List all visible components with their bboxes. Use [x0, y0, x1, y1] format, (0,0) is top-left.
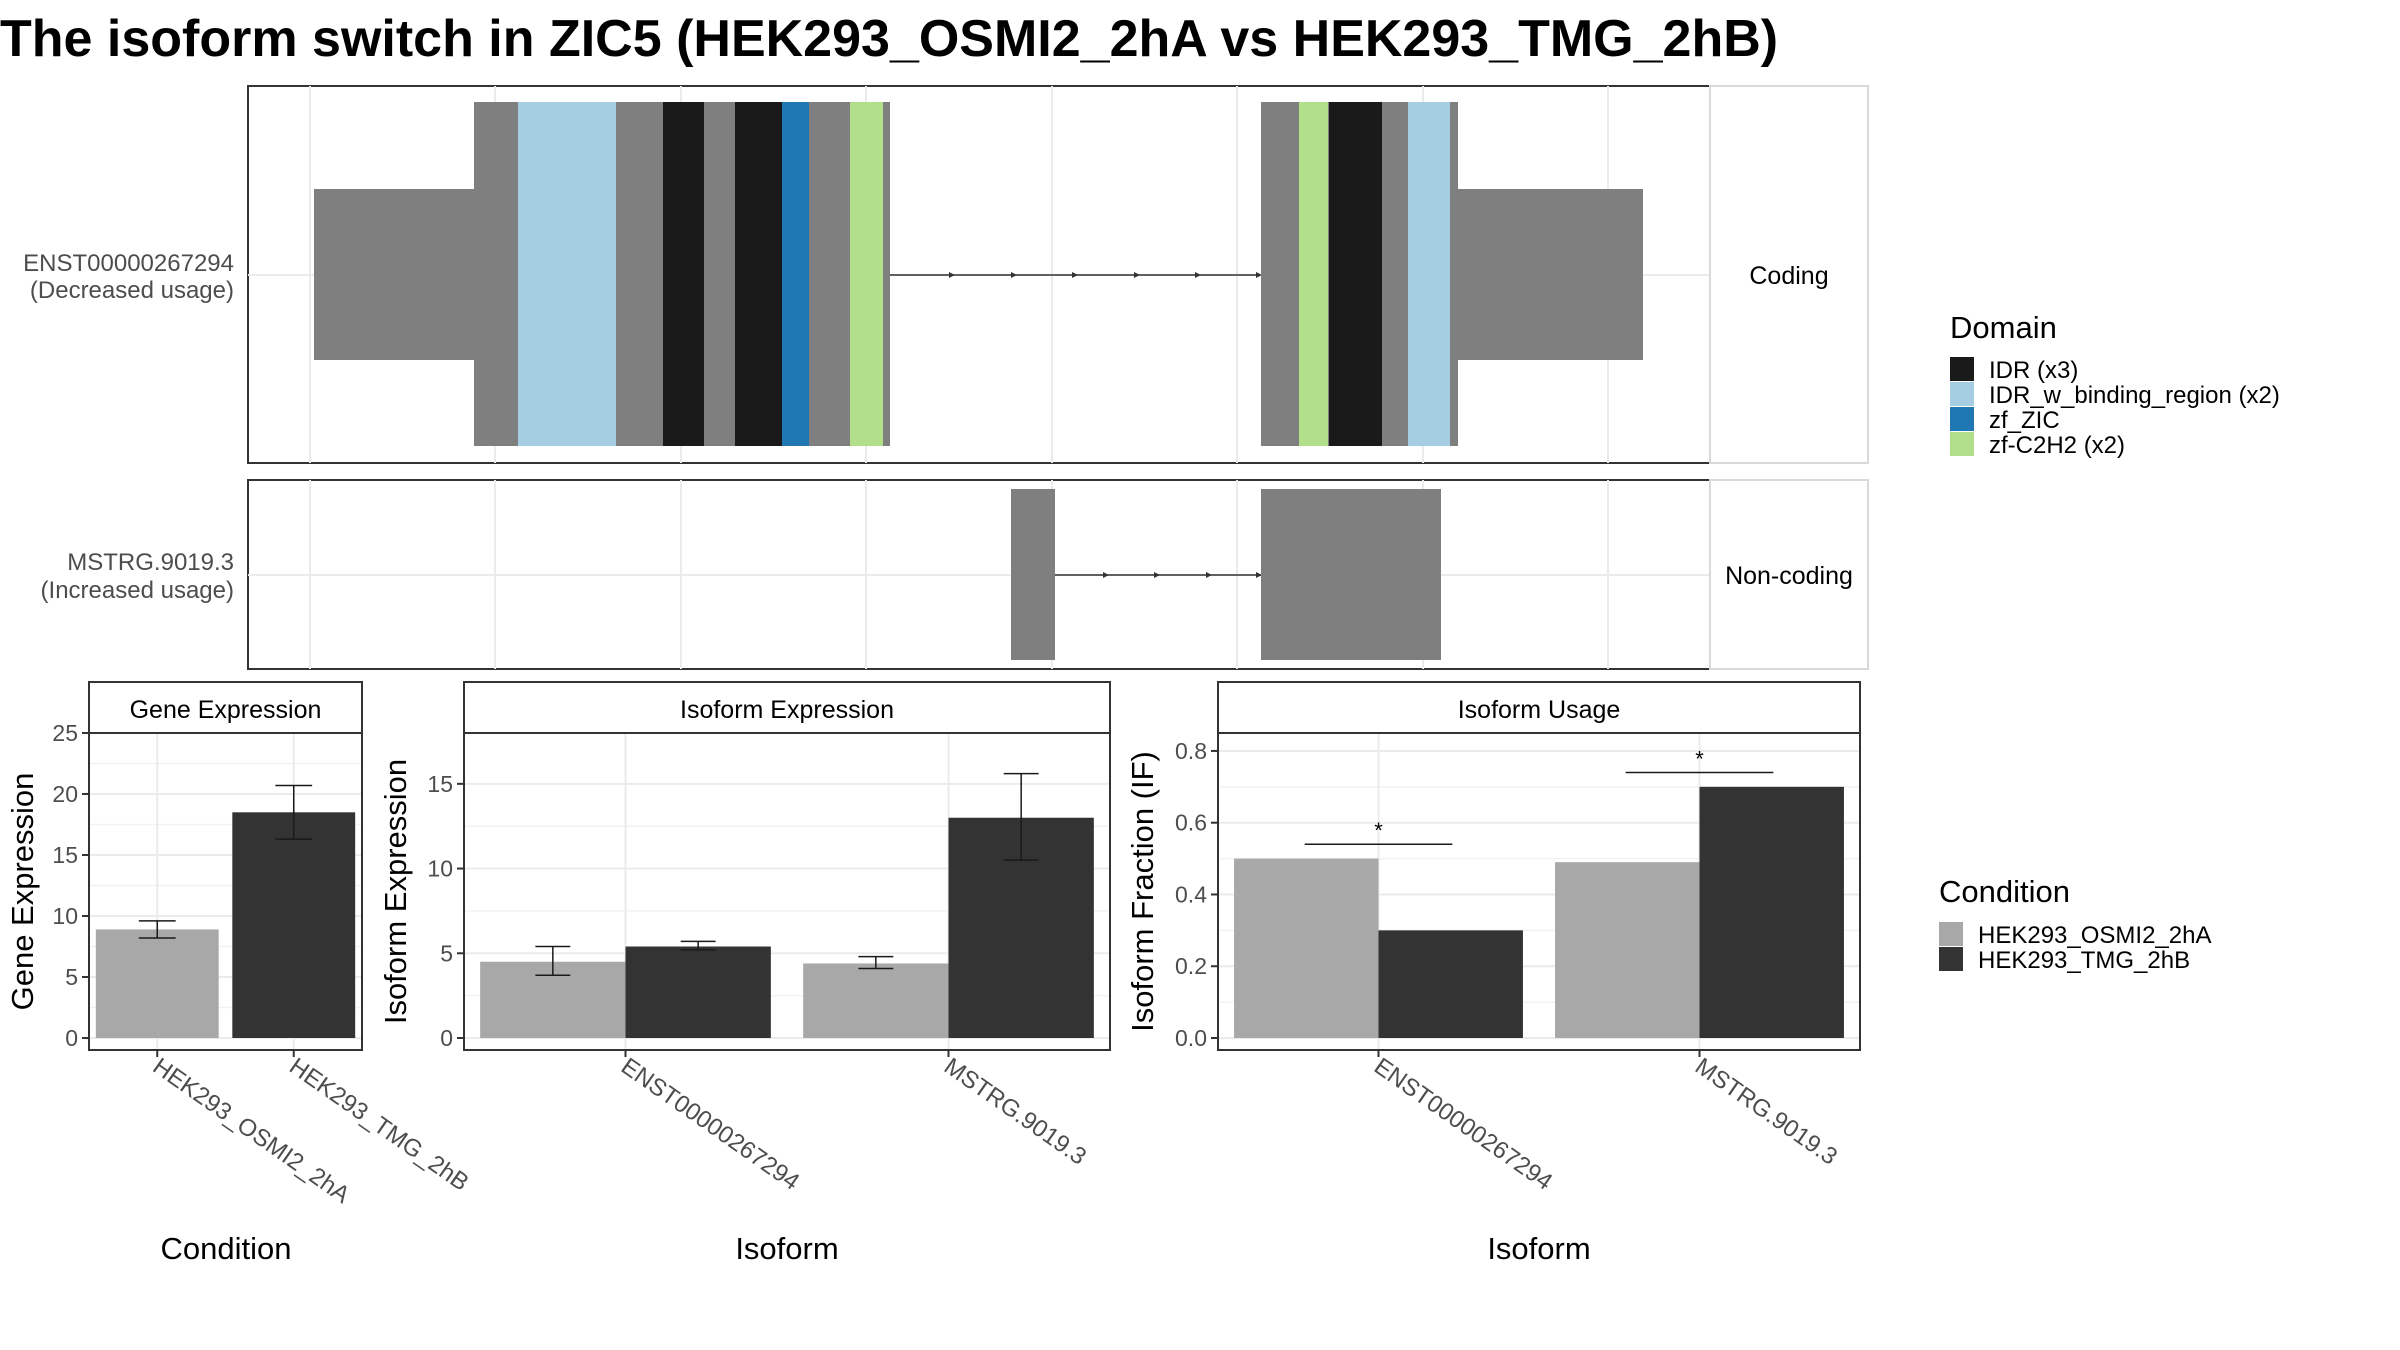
legend-label-idr-w-binding-region: IDR_w_binding_region (x2): [1989, 382, 2280, 409]
y-tick-label: 5: [65, 964, 78, 990]
legend-label-idr: IDR (x3): [1989, 357, 2078, 384]
strip-coding: [1709, 85, 1869, 464]
domain-idr-1: [663, 102, 704, 446]
legend-item-cond-b: HEK293_TMG_2hB: [1939, 947, 2190, 974]
condition-legend-title: Condition: [1939, 874, 2070, 909]
noncoding-exon-2: [1261, 489, 1441, 660]
x-tick-label: ENST00000267294: [616, 1053, 804, 1196]
strip-noncoding: [1709, 479, 1869, 670]
bar-cond-a: [803, 963, 949, 1038]
y-tick-label: 0.8: [1175, 738, 1207, 764]
domain-legend-title: Domain: [1950, 310, 2057, 345]
gene-expression-chart: Gene Expression0510152025HEK293_OSMI2_2h…: [5, 681, 474, 1266]
isoform-structure-coding: Coding ENST00000267294 (Decreased usage): [23, 85, 1869, 464]
bar-hek293-tmg-2hb: [232, 812, 356, 1038]
isoform-usage-chart: Isoform Usage 0.0 0.2 0.4 0.6 0.8 * * ENST000002…: [1125, 681, 1861, 1266]
panel-border: [463, 732, 1111, 1051]
utr-3-prime: [1458, 189, 1643, 360]
legend-key-cond-a: [1939, 922, 1963, 946]
bar-cond-b: [1699, 786, 1844, 1038]
legend-key-idr: [1950, 357, 1974, 381]
x-axis-title: Isoform: [1487, 1231, 1590, 1266]
y-axis-title: Gene Expression: [5, 773, 40, 1011]
panel-strip: [463, 681, 1111, 734]
y-axis-title: Isoform Expression: [378, 759, 413, 1024]
y-tick-label: 25: [52, 720, 78, 746]
legend-key-cond-b: [1939, 947, 1963, 971]
domain-zf-c2h2-2: [1299, 102, 1328, 446]
significance-marker: *: [1374, 818, 1383, 843]
isoform-usage-coding: (Decreased usage): [30, 277, 234, 304]
y-tick-label: 20: [52, 781, 78, 807]
y-tick-label: 10: [427, 856, 453, 882]
condition-legend: Condition HEK293_OSMI2_2hA HEK293_TMG_2h…: [1939, 874, 2211, 974]
domain-idr-2: [735, 102, 782, 446]
isoform-label-noncoding: MSTRG.9019.3: [67, 549, 234, 576]
legend-label-zf-c2h2: zf-C2H2 (x2): [1989, 432, 2125, 459]
isoform-expression-chart: Isoform Expression 0 5 10 15 ENST00000267294 M…: [378, 681, 1111, 1266]
bar-cond-a: [1555, 862, 1700, 1038]
panel-strip: [1217, 681, 1861, 734]
bar-cond-a: [1234, 858, 1379, 1038]
strip-label-coding: Coding: [1749, 262, 1828, 290]
domain-idr-w-binding-region-1: [518, 102, 616, 446]
intron-arrows-coding: [949, 272, 1262, 278]
isoform-label-coding: ENST00000267294: [23, 250, 234, 277]
y-tick-label: 15: [427, 771, 453, 797]
legend-label-cond-b: HEK293_TMG_2hB: [1978, 947, 2190, 974]
legend-label-zf-zic: zf_ZIC: [1989, 407, 2060, 434]
legend-item-cond-a: HEK293_OSMI2_2hA: [1939, 922, 2211, 949]
domain-zf-c2h2-1: [850, 102, 883, 446]
y-tick-label: 0.2: [1175, 953, 1207, 979]
y-tick-label: 0: [65, 1025, 78, 1051]
x-tick-label: ENST00000267294: [1369, 1053, 1557, 1196]
panel-strip-label: Isoform Usage: [1458, 696, 1621, 724]
x-tick-label: MSTRG.9019.3: [1690, 1053, 1842, 1171]
isoform-usage-noncoding: (Increased usage): [41, 577, 234, 604]
strip-label-noncoding: Non-coding: [1725, 562, 1853, 590]
domain-idr-w-binding-region-2: [1408, 102, 1450, 446]
intron-arrows-noncoding: [1103, 572, 1262, 578]
bar-cond-b: [625, 946, 771, 1038]
domain-zf-zic: [782, 102, 809, 446]
y-tick-label: 5: [440, 940, 453, 966]
y-tick-label: 0.0: [1175, 1025, 1207, 1051]
y-tick-label: 0.6: [1175, 810, 1207, 836]
legend-item-zf-c2h2: zf-C2H2 (x2): [1950, 432, 2125, 459]
isoform-structure-noncoding: Non-coding MSTRG.9019.3 (Increased usage…: [41, 479, 1869, 670]
significance-marker: *: [1695, 746, 1704, 771]
legend-item-zf-zic: zf_ZIC: [1950, 407, 2060, 434]
y-tick-label: 10: [52, 903, 78, 929]
y-tick-label: 15: [52, 842, 78, 868]
legend-item-idr-w-binding-region: IDR_w_binding_region (x2): [1950, 382, 2280, 409]
domain-legend: Domain IDR (x3) IDR_w_binding_region (x2…: [1950, 310, 2280, 459]
domain-idr-3: [1329, 102, 1382, 446]
bar-cond-b: [1378, 930, 1523, 1038]
panel-strip-label: Gene Expression: [130, 696, 322, 724]
legend-key-zf-zic: [1950, 407, 1974, 431]
panel-strip-label: Isoform Expression: [680, 696, 894, 724]
noncoding-exon-1: [1011, 489, 1055, 660]
y-axis-title: Isoform Fraction (IF): [1125, 751, 1160, 1032]
x-axis-title: Isoform: [735, 1231, 838, 1266]
legend-key-zf-c2h2: [1950, 432, 1974, 456]
bar-hek293-osmi2-2ha: [95, 929, 219, 1038]
legend-item-idr: IDR (x3): [1950, 357, 2078, 384]
y-tick-label: 0.4: [1175, 881, 1207, 907]
figure-title: The isoform switch in ZIC5 (HEK293_OSMI2…: [0, 10, 1778, 68]
legend-label-cond-a: HEK293_OSMI2_2hA: [1978, 922, 2211, 949]
legend-key-idr-w-binding-region: [1950, 382, 1974, 406]
x-axis-title: Condition: [161, 1231, 292, 1266]
panel-border: [1217, 732, 1861, 1051]
x-tick-label: MSTRG.9019.3: [939, 1053, 1091, 1171]
y-tick-label: 0: [440, 1025, 453, 1051]
panel-border: [88, 732, 363, 1051]
utr-5-prime: [314, 189, 474, 360]
